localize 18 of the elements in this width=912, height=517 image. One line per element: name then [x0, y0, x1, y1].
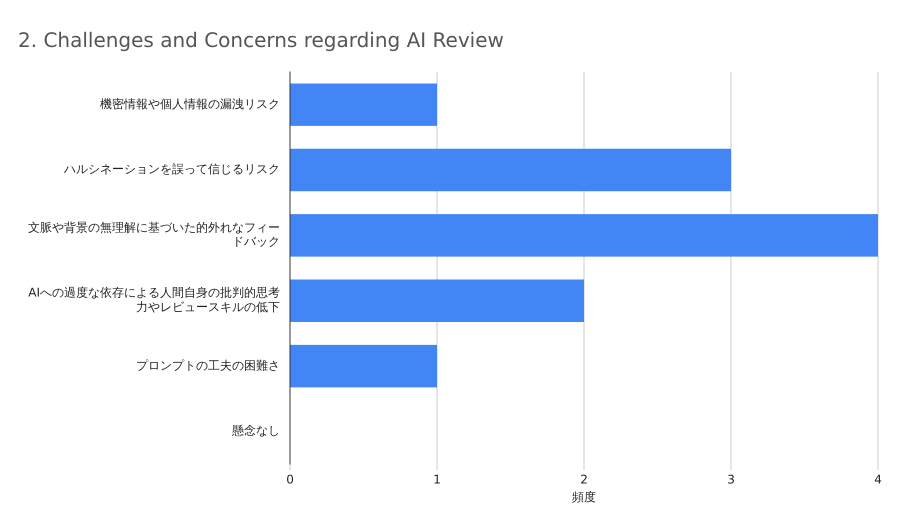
y-tick-label: 文脈や背景の無理解に基づいた的外れなフィードバック: [28, 220, 280, 249]
x-tick-label: 3: [727, 472, 735, 487]
x-tick-label: 2: [580, 472, 588, 487]
bar: [290, 148, 731, 192]
x-axis-title: 頻度: [572, 490, 596, 504]
x-tick-label: 0: [286, 472, 294, 487]
bar: [290, 214, 878, 257]
y-tick-label: AIへの過度な依存による人間自身の批判的思考力やレビュースキルの低下: [28, 286, 280, 314]
bar: [290, 83, 437, 126]
chart-title: 2. Challenges and Concerns regarding AI Review: [18, 28, 504, 52]
x-tick-label: 1: [433, 472, 441, 487]
bar: [290, 344, 437, 388]
y-tick-label: プロンプトの工夫の困難さ: [136, 358, 280, 372]
y-tick-label: ハルシネーションを誤って信じるリスク: [63, 162, 280, 176]
bar: [290, 280, 584, 322]
x-tick-label: 4: [874, 472, 882, 487]
y-tick-label: 懸念なし: [231, 424, 280, 438]
y-tick-label: 機密情報や個人情報の漏洩リスク: [100, 96, 280, 111]
